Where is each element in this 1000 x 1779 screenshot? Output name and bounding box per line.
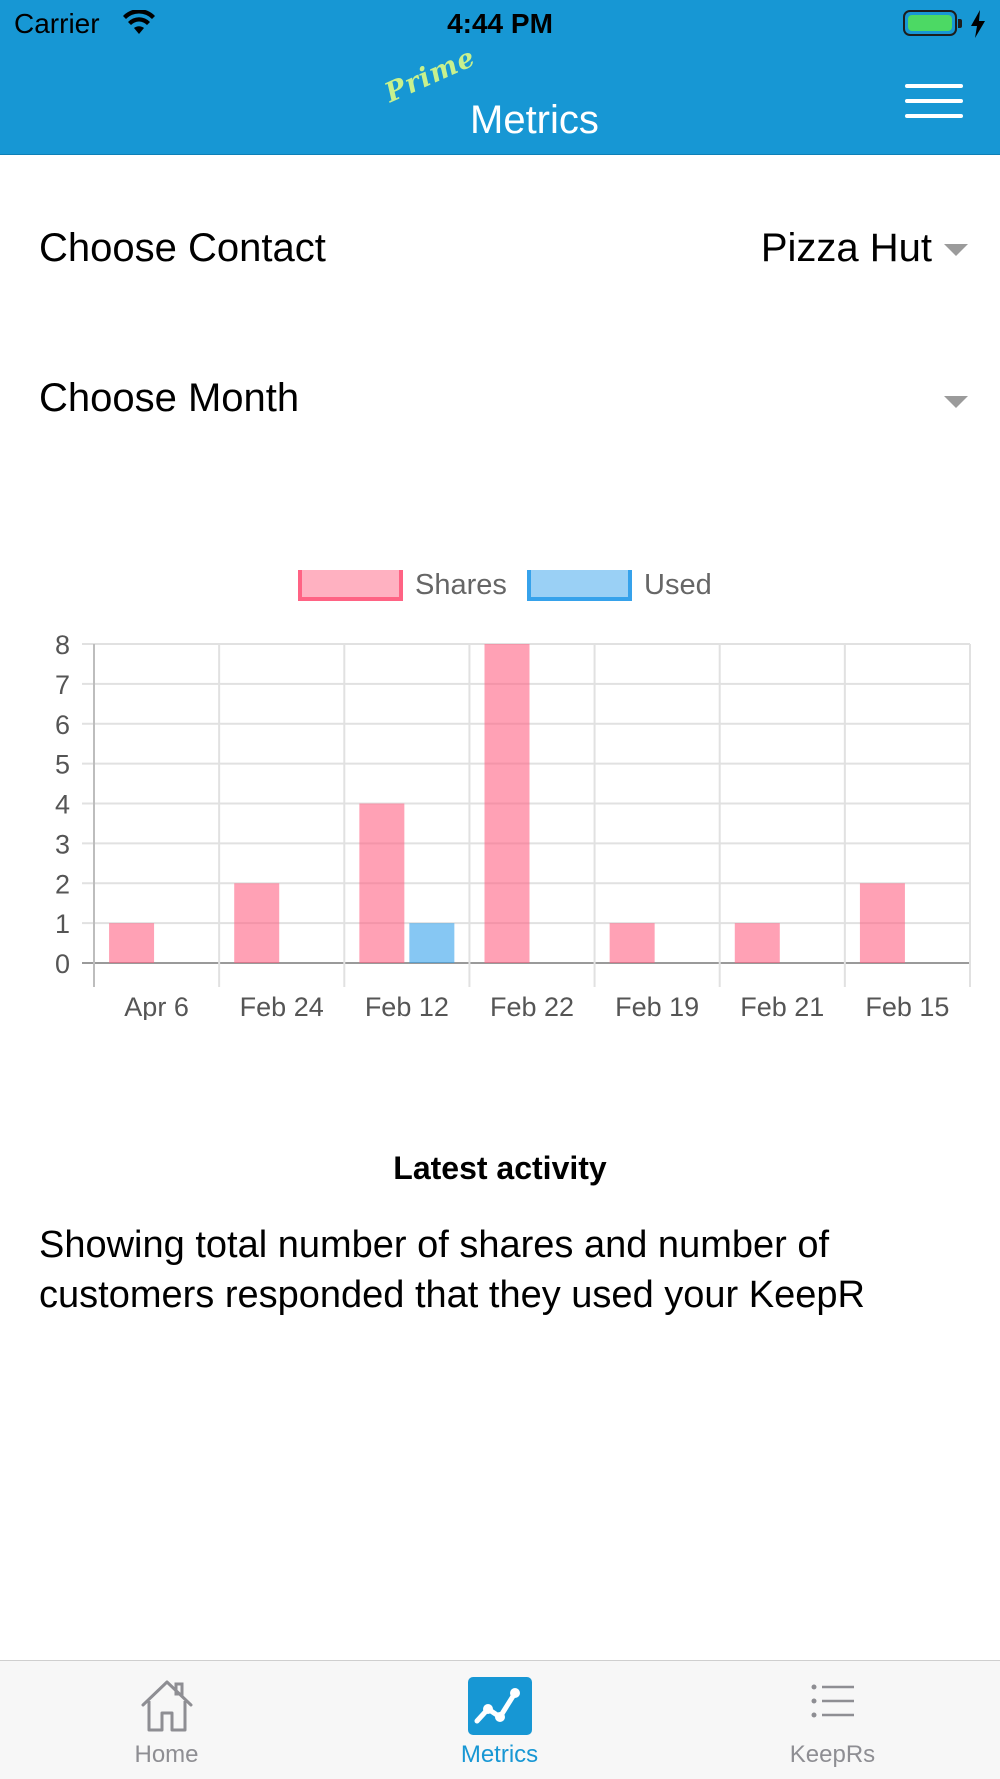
hamburger-icon <box>905 84 963 88</box>
bar-shares <box>234 883 280 963</box>
page-title: Metrics <box>470 98 599 142</box>
legend-label-used: Used <box>644 570 712 601</box>
y-tick-label: 7 <box>55 670 70 700</box>
menu-button[interactable] <box>905 84 963 118</box>
clock-time: 4:44 PM <box>447 8 553 39</box>
tab-keeprs-label: KeepRs <box>789 1741 876 1768</box>
metrics-chart-icon <box>467 1677 532 1735</box>
x-tick-label: Apr 6 <box>124 992 189 1020</box>
chevron-down-icon[interactable] <box>944 396 968 408</box>
x-tick-label: Feb 15 <box>865 992 949 1020</box>
latest-activity-description: Showing total number of shares and numbe… <box>39 1224 865 1316</box>
charging-bolt-icon <box>971 10 985 38</box>
x-tick-label: Feb 24 <box>240 992 324 1020</box>
tab-home-label: Home <box>134 1741 199 1768</box>
latest-activity-heading: Latest activity <box>393 1150 607 1186</box>
battery-icon <box>903 10 962 36</box>
bar-shares <box>109 923 155 963</box>
bar-shares <box>734 923 780 963</box>
y-tick-label: 4 <box>55 790 70 820</box>
legend-swatch-used <box>527 570 632 601</box>
tab-home[interactable]: Home <box>0 1661 333 1779</box>
list-icon <box>811 1684 854 1718</box>
x-tick-label: Feb 12 <box>365 992 449 1020</box>
tab-keeprs[interactable]: KeepRs <box>666 1661 999 1779</box>
legend-label-shares: Shares <box>415 570 507 601</box>
y-tick-label: 0 <box>55 949 70 979</box>
wifi-icon <box>123 10 155 34</box>
bar-shares <box>484 644 530 963</box>
bar-chart: Shares Used 0 1 2 3 4 5 6 7 8 Apr 6 Feb 24 Feb 12 Feb … <box>55 570 971 1020</box>
x-tick-label: Feb 21 <box>740 992 824 1020</box>
y-tick-label: 6 <box>55 710 70 740</box>
y-tick-label: 8 <box>55 630 70 660</box>
nav-bar <box>0 50 1000 155</box>
tab-bar: Home Metrics KeepRs <box>0 1660 1000 1779</box>
bar-used <box>409 923 455 963</box>
bar-shares <box>859 883 905 963</box>
bar-shares <box>359 803 405 963</box>
legend-swatch-shares <box>298 570 403 601</box>
bar-shares <box>609 923 655 963</box>
y-tick-label: 3 <box>55 829 70 859</box>
tab-metrics[interactable]: Metrics <box>333 1661 666 1779</box>
x-tick-label: Feb 19 <box>615 992 699 1020</box>
choose-contact-label: Choose Contact <box>39 226 326 270</box>
y-tick-label: 5 <box>55 750 70 780</box>
y-tick-label: 2 <box>55 869 70 899</box>
choose-month-label: Choose Month <box>39 376 300 420</box>
tab-metrics-label: Metrics <box>460 1741 539 1768</box>
y-tick-label: 1 <box>55 909 70 939</box>
chevron-down-icon[interactable] <box>944 244 968 256</box>
home-icon <box>141 1680 192 1732</box>
status-bar: Carrier 4:44 PM <box>0 0 1000 50</box>
carrier-label: Carrier <box>14 8 100 39</box>
x-tick-label: Feb 22 <box>490 992 574 1020</box>
contact-select-value[interactable]: Pizza Hut <box>760 226 932 270</box>
